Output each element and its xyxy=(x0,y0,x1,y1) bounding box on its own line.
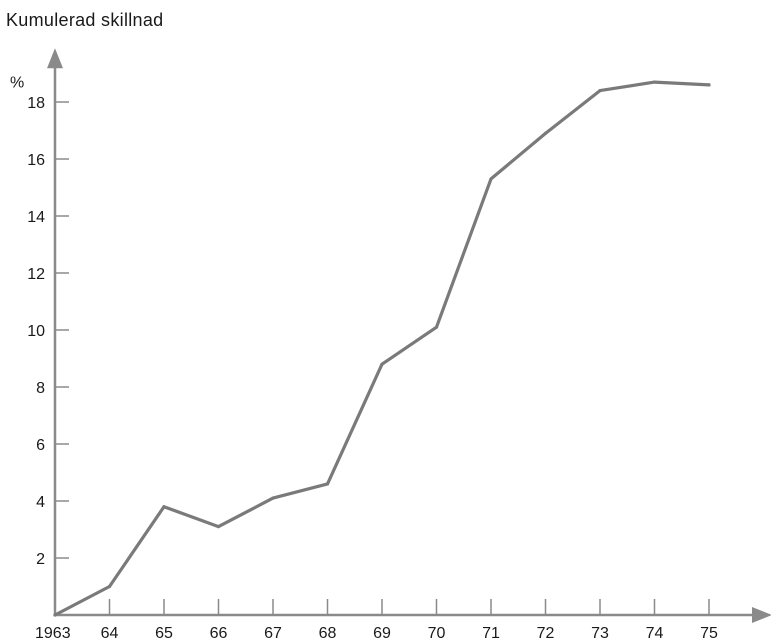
series-line xyxy=(53,80,711,617)
data-point xyxy=(707,83,711,87)
x-tick-label: 67 xyxy=(264,625,282,642)
data-point xyxy=(434,325,439,329)
data-point xyxy=(543,131,548,135)
x-tick-label: 66 xyxy=(210,625,228,642)
y-axis-label: % xyxy=(10,74,24,91)
y-tick-label: 8 xyxy=(36,380,45,397)
data-point xyxy=(216,525,221,529)
data-point xyxy=(598,89,602,93)
y-tick-label: 18 xyxy=(27,95,45,112)
data-point xyxy=(325,482,330,486)
x-tick-label: 74 xyxy=(646,625,664,642)
data-point xyxy=(162,505,166,509)
y-tick-label: 2 xyxy=(36,551,45,568)
data-point xyxy=(380,362,384,366)
x-axis-arrow xyxy=(752,607,771,623)
chart-title: Kumulerad skillnad xyxy=(6,10,164,30)
y-tick-label: 14 xyxy=(27,209,45,226)
axes: % xyxy=(10,48,771,623)
data-point xyxy=(271,496,275,500)
y-tick-label: 12 xyxy=(27,266,45,283)
y-tick-label: 6 xyxy=(36,437,45,454)
data-point xyxy=(53,613,57,617)
x-tick-label: 71 xyxy=(482,625,500,642)
y-tick-label: 4 xyxy=(36,494,45,511)
x-tick-label: 64 xyxy=(101,625,119,642)
y-tick-label: 16 xyxy=(27,152,45,169)
x-tick-label: 75 xyxy=(700,625,718,642)
data-point xyxy=(489,177,493,181)
data-point xyxy=(107,584,112,589)
data-point xyxy=(652,80,657,84)
x-tick-label: 68 xyxy=(319,625,337,642)
series xyxy=(53,80,711,617)
y-tick-label: 10 xyxy=(27,323,45,340)
x-tick-label: 73 xyxy=(591,625,609,642)
y-axis-arrow xyxy=(47,48,63,69)
x-tick-label: 72 xyxy=(537,625,555,642)
x-tick-label: 65 xyxy=(155,625,173,642)
x-tick-label: 69 xyxy=(373,625,391,642)
x-tick-label: 1963 xyxy=(35,625,71,642)
x-tick-label: 70 xyxy=(428,625,446,642)
